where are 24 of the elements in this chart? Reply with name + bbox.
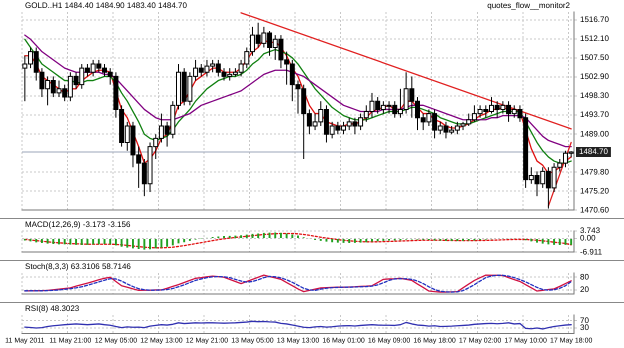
y-tick-label: 1516.70 <box>580 15 610 24</box>
y-tick-label: 30 <box>580 323 590 332</box>
y-tick-label: 1489.00 <box>580 129 610 138</box>
y-tick-label: 1498.30 <box>580 91 610 100</box>
chart-title: Stoch(8,3,3) 63.3106 58.7146 <box>25 262 132 272</box>
y-tick-label: 3.743 <box>580 226 601 236</box>
y-tick-label: -6.911 <box>580 247 603 256</box>
y-tick-label: 20 <box>580 285 590 294</box>
y-tick-label: 1512.10 <box>580 34 610 44</box>
text: quotes_flow__monitor2 <box>487 1 571 10</box>
y-tick-label: 1479.80 <box>580 167 610 176</box>
y-tick-label: 70 <box>580 316 590 325</box>
ref-line-label: 1484.70 <box>579 147 608 156</box>
y-tick-label: 1493.70 <box>580 110 610 120</box>
chart-title: GOLD..H1 1484.40 1484.90 1483.40 1484.70 <box>25 1 188 10</box>
y-tick-label: 1507.50 <box>580 53 610 62</box>
y-tick-label: 0.00 <box>580 234 596 243</box>
chart-title: RSI(8) 48.3023 <box>25 304 80 314</box>
y-tick-label: 1475.20 <box>580 186 610 196</box>
y-tick-label: 80 <box>580 272 590 282</box>
chart-title: MACD(12,26,9) -3.173 -3.156 <box>25 220 131 230</box>
y-tick-label: 1502.90 <box>580 72 610 82</box>
line-series <box>24 232 572 248</box>
y-tick-label: 1470.60 <box>580 205 610 214</box>
